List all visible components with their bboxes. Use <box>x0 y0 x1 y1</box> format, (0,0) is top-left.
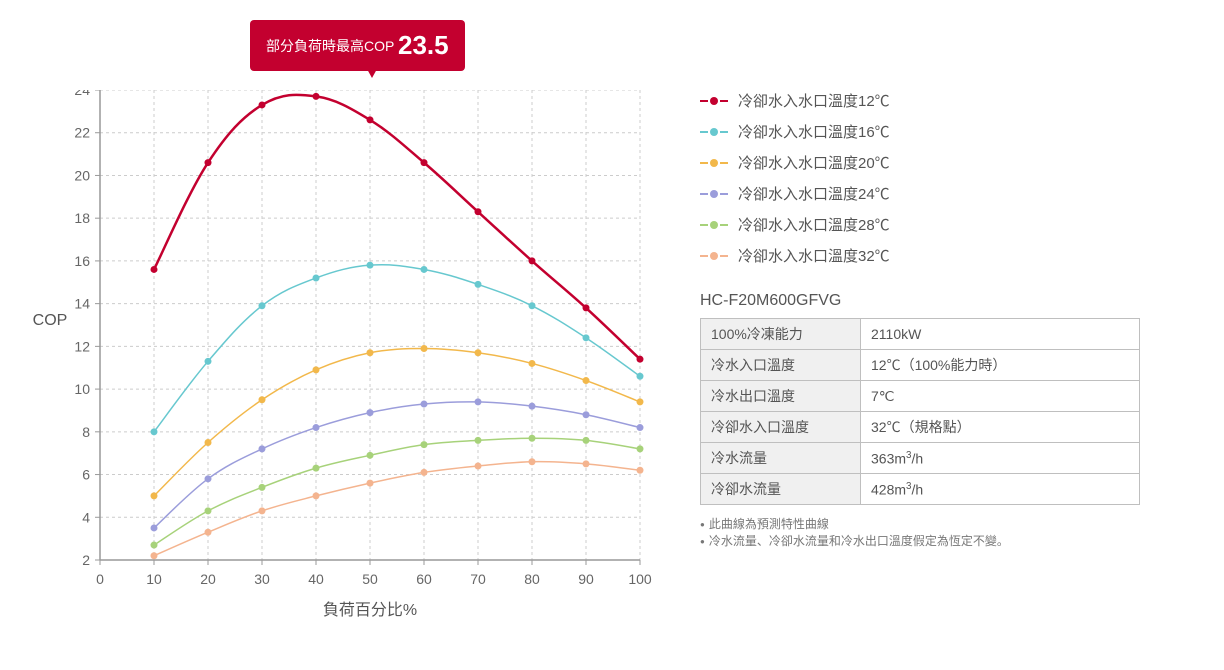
notes: 此曲線為預測特性曲線冷水流量、冷卻水流量和冷水出口溫度假定為恆定不變。 <box>700 515 1200 549</box>
svg-text:18: 18 <box>74 210 90 226</box>
legend-swatch <box>700 252 730 260</box>
spec-value: 428m3/h <box>861 474 1140 505</box>
svg-text:100: 100 <box>628 571 652 587</box>
svg-text:4: 4 <box>82 509 90 525</box>
spec-row: 冷卻水流量428m3/h <box>701 474 1140 505</box>
svg-text:10: 10 <box>146 571 162 587</box>
svg-text:20: 20 <box>200 571 216 587</box>
note-line: 冷水流量、冷卻水流量和冷水出口溫度假定為恆定不變。 <box>700 532 1200 549</box>
legend-item: 冷卻水入水口溫度32℃ <box>700 245 1200 266</box>
svg-text:50: 50 <box>362 571 378 587</box>
spec-key: 冷卻水流量 <box>701 474 861 505</box>
svg-text:20: 20 <box>74 167 90 183</box>
callout-tail <box>362 60 382 78</box>
legend-item: 冷卻水入水口溫度24℃ <box>700 183 1200 204</box>
legend-item: 冷卻水入水口溫度20℃ <box>700 152 1200 173</box>
legend-swatch <box>700 221 730 229</box>
svg-text:80: 80 <box>524 571 540 587</box>
svg-text:40: 40 <box>308 571 324 587</box>
spec-key: 冷水入口溫度 <box>701 350 861 381</box>
spec-table: 100%冷凍能力2110kW冷水入口溫度12℃（100%能力時）冷水出口溫度7℃… <box>700 318 1140 505</box>
svg-text:16: 16 <box>74 253 90 269</box>
legend-swatch <box>700 190 730 198</box>
svg-text:負荷百分比%: 負荷百分比% <box>323 601 417 619</box>
svg-text:6: 6 <box>82 467 90 483</box>
legend-label: 冷卻水入水口溫度32℃ <box>738 245 890 266</box>
spec-row: 冷水流量363m3/h <box>701 443 1140 474</box>
svg-text:8: 8 <box>82 424 90 440</box>
svg-text:10: 10 <box>74 381 90 397</box>
svg-text:90: 90 <box>578 571 594 587</box>
spec-key: 冷卻水入口溫度 <box>701 412 861 443</box>
legend-swatch <box>700 159 730 167</box>
cop-chart: 2468101214161820222401020304050607080901… <box>20 90 660 650</box>
model-number: HC-F20M600GFVG <box>700 292 1200 310</box>
legend-label: 冷卻水入水口溫度24℃ <box>738 183 890 204</box>
spec-key: 冷水流量 <box>701 443 861 474</box>
legend-label: 冷卻水入水口溫度20℃ <box>738 152 890 173</box>
note-line: 此曲線為預測特性曲線 <box>700 515 1200 532</box>
svg-text:0: 0 <box>96 571 104 587</box>
legend-item: 冷卻水入水口溫度28℃ <box>700 214 1200 235</box>
svg-text:22: 22 <box>74 125 90 141</box>
legend-item: 冷卻水入水口溫度12℃ <box>700 90 1200 111</box>
svg-text:24: 24 <box>74 90 90 98</box>
legend-label: 冷卻水入水口溫度16℃ <box>738 121 890 142</box>
legend-label: 冷卻水入水口溫度28℃ <box>738 214 890 235</box>
spec-key: 冷水出口溫度 <box>701 381 861 412</box>
legend-item: 冷卻水入水口溫度16℃ <box>700 121 1200 142</box>
spec-value: 7℃ <box>861 381 1140 412</box>
callout-value: 23.5 <box>398 30 449 60</box>
spec-value: 2110kW <box>861 319 1140 350</box>
callout-container: 部分負荷時最高COP 23.5 <box>20 20 660 90</box>
svg-text:2: 2 <box>82 552 90 568</box>
spec-value: 363m3/h <box>861 443 1140 474</box>
legend-swatch <box>700 128 730 136</box>
spec-row: 冷卻水入口溫度32℃（規格點） <box>701 412 1140 443</box>
spec-row: 100%冷凍能力2110kW <box>701 319 1140 350</box>
spec-value: 12℃（100%能力時） <box>861 350 1140 381</box>
legend-swatch <box>700 97 730 105</box>
spec-row: 冷水入口溫度12℃（100%能力時） <box>701 350 1140 381</box>
svg-text:60: 60 <box>416 571 432 587</box>
svg-text:12: 12 <box>74 338 90 354</box>
highlight-callout: 部分負荷時最高COP 23.5 <box>250 20 465 71</box>
svg-text:70: 70 <box>470 571 486 587</box>
chart-svg: 2468101214161820222401020304050607080901… <box>20 90 660 650</box>
svg-text:14: 14 <box>74 296 90 312</box>
legend-label: 冷卻水入水口溫度12℃ <box>738 90 890 111</box>
chart-legend: 冷卻水入水口溫度12℃ 冷卻水入水口溫度16℃ 冷卻水入水口溫度20℃ 冷卻水入水口溫… <box>700 90 1200 266</box>
spec-value: 32℃（規格點） <box>861 412 1140 443</box>
spec-row: 冷水出口溫度7℃ <box>701 381 1140 412</box>
svg-text:COP: COP <box>33 312 68 329</box>
svg-text:30: 30 <box>254 571 270 587</box>
spec-key: 100%冷凍能力 <box>701 319 861 350</box>
callout-prefix: 部分負荷時最高COP <box>266 38 394 54</box>
